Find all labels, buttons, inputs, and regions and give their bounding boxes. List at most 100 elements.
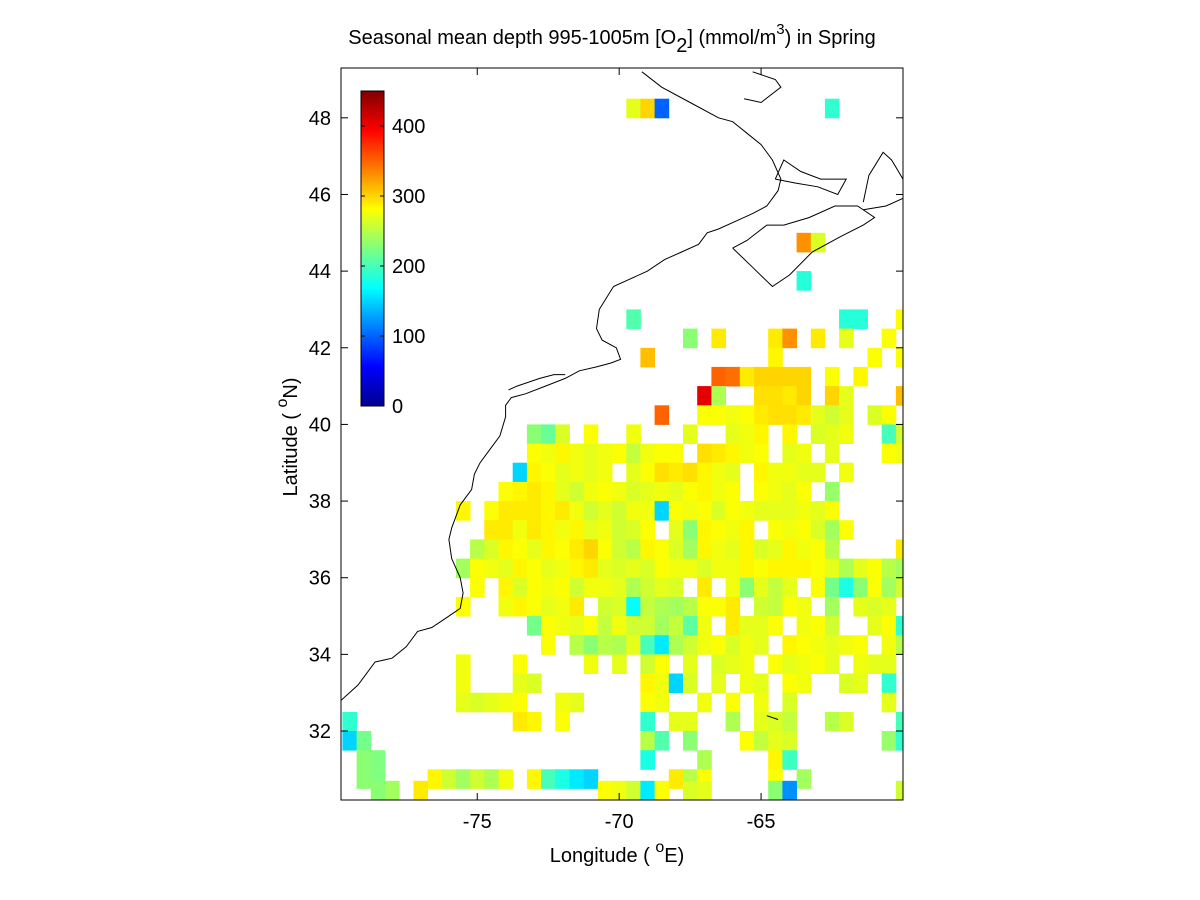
coastline-path: [862, 151, 903, 211]
heatmap-cell: [768, 386, 783, 406]
heatmap-cell: [711, 462, 726, 483]
heatmap-cell: [853, 309, 868, 329]
heatmap-cell: [654, 98, 670, 119]
heatmap-cell: [895, 558, 903, 579]
heatmap-cell: [569, 481, 585, 502]
heatmap-cell: [754, 443, 769, 464]
heatmap-cells: [342, 98, 903, 800]
heatmap-cell: [867, 596, 883, 617]
heatmap-cell: [612, 654, 627, 674]
heatmap-cell: [668, 520, 684, 540]
heatmap-cell: [626, 780, 641, 800]
heatmap-cell: [725, 443, 741, 464]
heatmap-cell: [810, 616, 826, 636]
heatmap-cell: [654, 673, 670, 694]
heatmap-cell: [597, 577, 613, 598]
heatmap-cell: [739, 405, 755, 425]
heatmap-cell: [640, 692, 655, 713]
colorbar-tick-label: 100: [392, 326, 425, 348]
heatmap-cell: [881, 596, 897, 617]
heatmap-cell: [782, 673, 797, 694]
x-tick-label: -70: [605, 811, 634, 833]
heatmap-cell: [881, 616, 897, 636]
chart-title: Seasonal mean depth 995-1005m [O2] (mmol…: [348, 21, 876, 57]
heatmap-cell: [782, 539, 797, 559]
heatmap-cell: [626, 309, 641, 329]
heatmap-cell: [470, 558, 485, 579]
heatmap-cell: [498, 501, 514, 521]
heatmap-cell: [824, 558, 840, 579]
heatmap-cell: [626, 577, 641, 598]
heatmap-cell: [810, 501, 826, 521]
heatmap-cell: [824, 98, 840, 119]
heatmap-cell: [385, 780, 400, 800]
heatmap-cell: [853, 596, 868, 617]
heatmap-cell: [541, 520, 556, 540]
heatmap-cell: [668, 539, 684, 559]
heatmap-cell: [668, 481, 684, 502]
heatmap-cell: [754, 424, 769, 444]
heatmap-cell: [441, 769, 457, 789]
heatmap-cell: [583, 424, 599, 444]
heatmap-cell: [569, 616, 585, 636]
y-tick-label: 48: [309, 108, 331, 130]
heatmap-cell: [541, 577, 556, 598]
heatmap-cell: [456, 596, 471, 617]
heatmap-cell: [654, 558, 670, 579]
heatmap-cell: [597, 520, 613, 540]
heatmap-cell: [711, 481, 726, 502]
heatmap-cell: [526, 769, 542, 789]
heatmap-cell: [654, 577, 670, 598]
heatmap-cell: [683, 501, 698, 521]
heatmap-cell: [824, 539, 840, 559]
heatmap-cell: [640, 443, 655, 464]
heatmap-cell: [512, 673, 528, 694]
heatmap-cell: [569, 462, 585, 483]
heatmap-cell: [612, 616, 627, 636]
heatmap-cell: [711, 443, 726, 464]
heatmap-cell: [810, 328, 826, 349]
heatmap-cell: [725, 405, 741, 425]
heatmap-cell: [867, 577, 883, 598]
heatmap-cell: [782, 386, 797, 406]
heatmap-cell: [697, 386, 712, 406]
heatmap-cell: [456, 769, 471, 789]
heatmap-cell: [612, 558, 627, 579]
heatmap-cell: [895, 635, 903, 655]
heatmap-cell: [683, 673, 698, 694]
heatmap-cell: [754, 386, 769, 406]
heatmap-cell: [626, 520, 641, 540]
heatmap-cell: [839, 309, 854, 329]
heatmap-cell: [683, 539, 698, 559]
heatmap-cell: [526, 596, 542, 617]
heatmap-cell: [526, 424, 542, 444]
heatmap-cell: [725, 558, 741, 579]
heatmap-cell: [697, 558, 712, 579]
heatmap-cell: [626, 539, 641, 559]
heatmap-cell: [697, 750, 712, 770]
heatmap-cell: [597, 558, 613, 579]
heatmap-cell: [512, 520, 528, 540]
heatmap-cell: [654, 596, 670, 617]
heatmap-cell: [824, 577, 840, 598]
heatmap-cell: [683, 711, 698, 732]
heatmap-cell: [725, 501, 741, 521]
heatmap-cell: [824, 635, 840, 655]
heatmap-cell: [768, 405, 783, 425]
heatmap-cell: [541, 424, 556, 444]
heatmap-cell: [612, 596, 627, 617]
heatmap-cell: [512, 539, 528, 559]
heatmap-cell: [810, 424, 826, 444]
y-tick-label: 46: [309, 184, 331, 206]
heatmap-cell: [697, 780, 712, 800]
coastline-path: [774, 159, 848, 196]
heatmap-cell: [541, 635, 556, 655]
heatmap-cell: [668, 711, 684, 732]
heatmap-cell: [881, 443, 897, 464]
heatmap-cell: [739, 673, 755, 694]
colorbar-tick-label: 0: [392, 396, 403, 418]
heatmap-cell: [597, 635, 613, 655]
heatmap-cell: [654, 462, 670, 483]
heatmap-cell: [810, 558, 826, 579]
heatmap-cell: [640, 501, 655, 521]
